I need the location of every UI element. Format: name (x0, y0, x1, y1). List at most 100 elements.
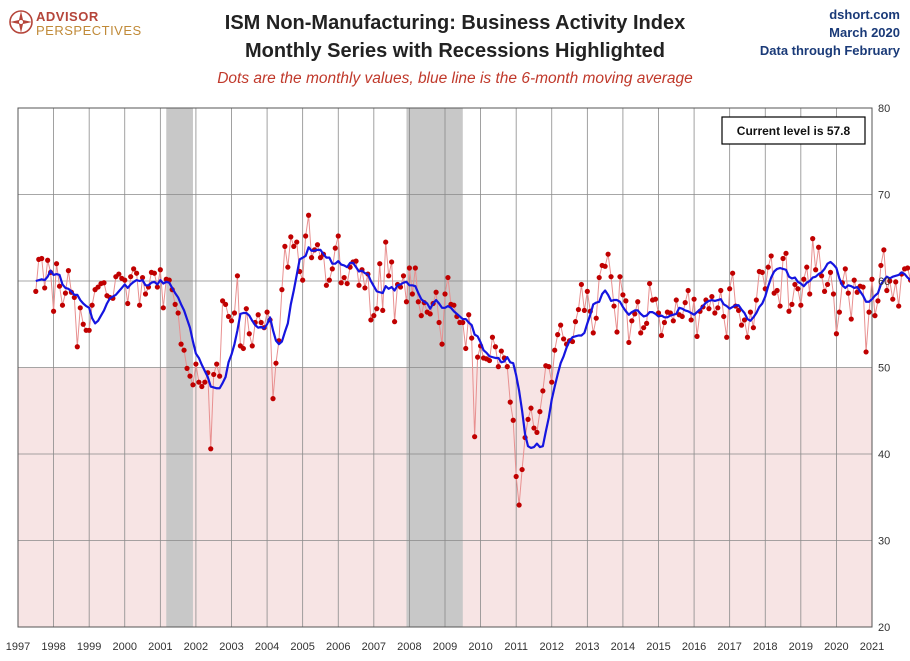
x-tick-label: 2007 (362, 641, 386, 653)
monthly-dot (53, 261, 60, 267)
monthly-dot (368, 317, 374, 323)
monthly-dot (193, 361, 199, 367)
y-axis-ticks: 20 30 40 50 60 70 80 (878, 103, 890, 634)
monthly-dot (807, 291, 813, 297)
monthly-dot (246, 331, 252, 337)
monthly-dot (632, 311, 638, 317)
monthly-dot (555, 332, 561, 338)
monthly-dot (231, 310, 238, 316)
monthly-dot (332, 245, 338, 251)
monthly-dot (175, 310, 181, 316)
monthly-dot (258, 319, 264, 326)
monthly-dot (190, 382, 196, 388)
monthly-dot (214, 361, 220, 367)
monthly-dot (249, 343, 255, 349)
monthly-dot (489, 334, 496, 340)
monthly-dot (39, 255, 45, 262)
monthly-dot (400, 273, 407, 279)
monthly-dot (374, 306, 380, 312)
monthly-dot (418, 313, 424, 319)
monthly-dot (74, 344, 80, 350)
monthly-dot (842, 266, 848, 272)
monthly-dot (391, 319, 398, 325)
monthly-dot (727, 286, 733, 292)
monthly-dot (294, 239, 300, 245)
monthly-dot (264, 309, 270, 315)
monthly-dot (638, 330, 644, 336)
monthly-dot (228, 318, 235, 324)
monthly-dot (95, 284, 101, 290)
y-tick-label: 70 (878, 190, 890, 202)
x-tick-label: 1999 (77, 641, 101, 653)
monthly-dot (305, 212, 312, 218)
monthly-dot (818, 273, 825, 279)
moving-average-layer (35, 246, 910, 450)
monthly-dot (528, 405, 534, 411)
monthly-dot (475, 354, 481, 360)
monthly-dot (157, 267, 163, 273)
x-tick-label: 2013 (575, 641, 599, 653)
monthly-dot (451, 302, 457, 308)
x-tick-label: 2005 (290, 641, 314, 653)
monthly-dot (377, 261, 383, 267)
x-tick-label: 2021 (860, 641, 884, 653)
monthly-dot (887, 278, 893, 284)
monthly-dot (744, 334, 751, 340)
monthly-dot (101, 280, 107, 286)
monthly-dot (658, 332, 665, 339)
monthly-dot (225, 313, 232, 320)
monthly-dot (178, 341, 184, 347)
monthly-dot (33, 288, 39, 294)
monthly-dot (383, 239, 389, 245)
monthly-dot (326, 277, 332, 283)
monthly-dot (816, 244, 822, 250)
callout-box (721, 116, 866, 145)
monthly-dot (904, 265, 910, 271)
monthly-dot (211, 371, 217, 378)
monthly-dot (540, 388, 546, 394)
monthly-dot (513, 473, 519, 480)
y-tick-label: 40 (878, 449, 890, 461)
x-tick-label: 2004 (255, 641, 279, 653)
x-tick-label: 2000 (113, 641, 137, 653)
monthly-dot (507, 399, 513, 405)
monthly-dot (469, 335, 475, 341)
monthly-dot (679, 313, 685, 320)
monthly-dot (617, 274, 623, 280)
monthly-dot (614, 329, 620, 335)
monthly-dot (89, 302, 95, 308)
monthly-dot (635, 299, 641, 305)
monthly-dot (685, 287, 691, 294)
monthly-dot (386, 273, 392, 279)
monthly-dot (240, 345, 246, 352)
chart-title-line2: Monthly Series with Recessions Highlight… (244, 40, 666, 62)
monthly-dot (222, 301, 229, 307)
advisor-perspectives-logo: ADVISOR PERSPECTIVES (8, 8, 158, 42)
monthly-dot (409, 291, 415, 297)
monthly-dot (151, 270, 158, 276)
x-tick-label: 2019 (789, 641, 813, 653)
monthly-dot (71, 294, 77, 301)
monthly-dot (196, 379, 202, 385)
monthly-dot (208, 446, 214, 452)
monthly-dot (813, 267, 819, 273)
monthly-dot (356, 282, 362, 288)
monthly-dot (389, 259, 395, 265)
monthly-dot (584, 288, 590, 294)
monthly-dot (774, 287, 780, 294)
x-tick-label: 2009 (433, 641, 457, 653)
monthly-dot (688, 317, 694, 323)
monthly-dot (288, 234, 294, 240)
monthly-dot (854, 289, 860, 295)
x-tick-label: 2017 (717, 641, 741, 653)
monthly-dot (436, 319, 442, 326)
monthly-dot (427, 311, 433, 317)
monthly-dot (741, 317, 748, 323)
monthly-dot (498, 348, 504, 354)
monthly-dot (187, 373, 193, 379)
monthly-dot (466, 312, 472, 318)
x-tick-label: 1997 (6, 641, 30, 653)
monthly-dot (463, 345, 469, 352)
x-tick-label: 2016 (682, 641, 706, 653)
